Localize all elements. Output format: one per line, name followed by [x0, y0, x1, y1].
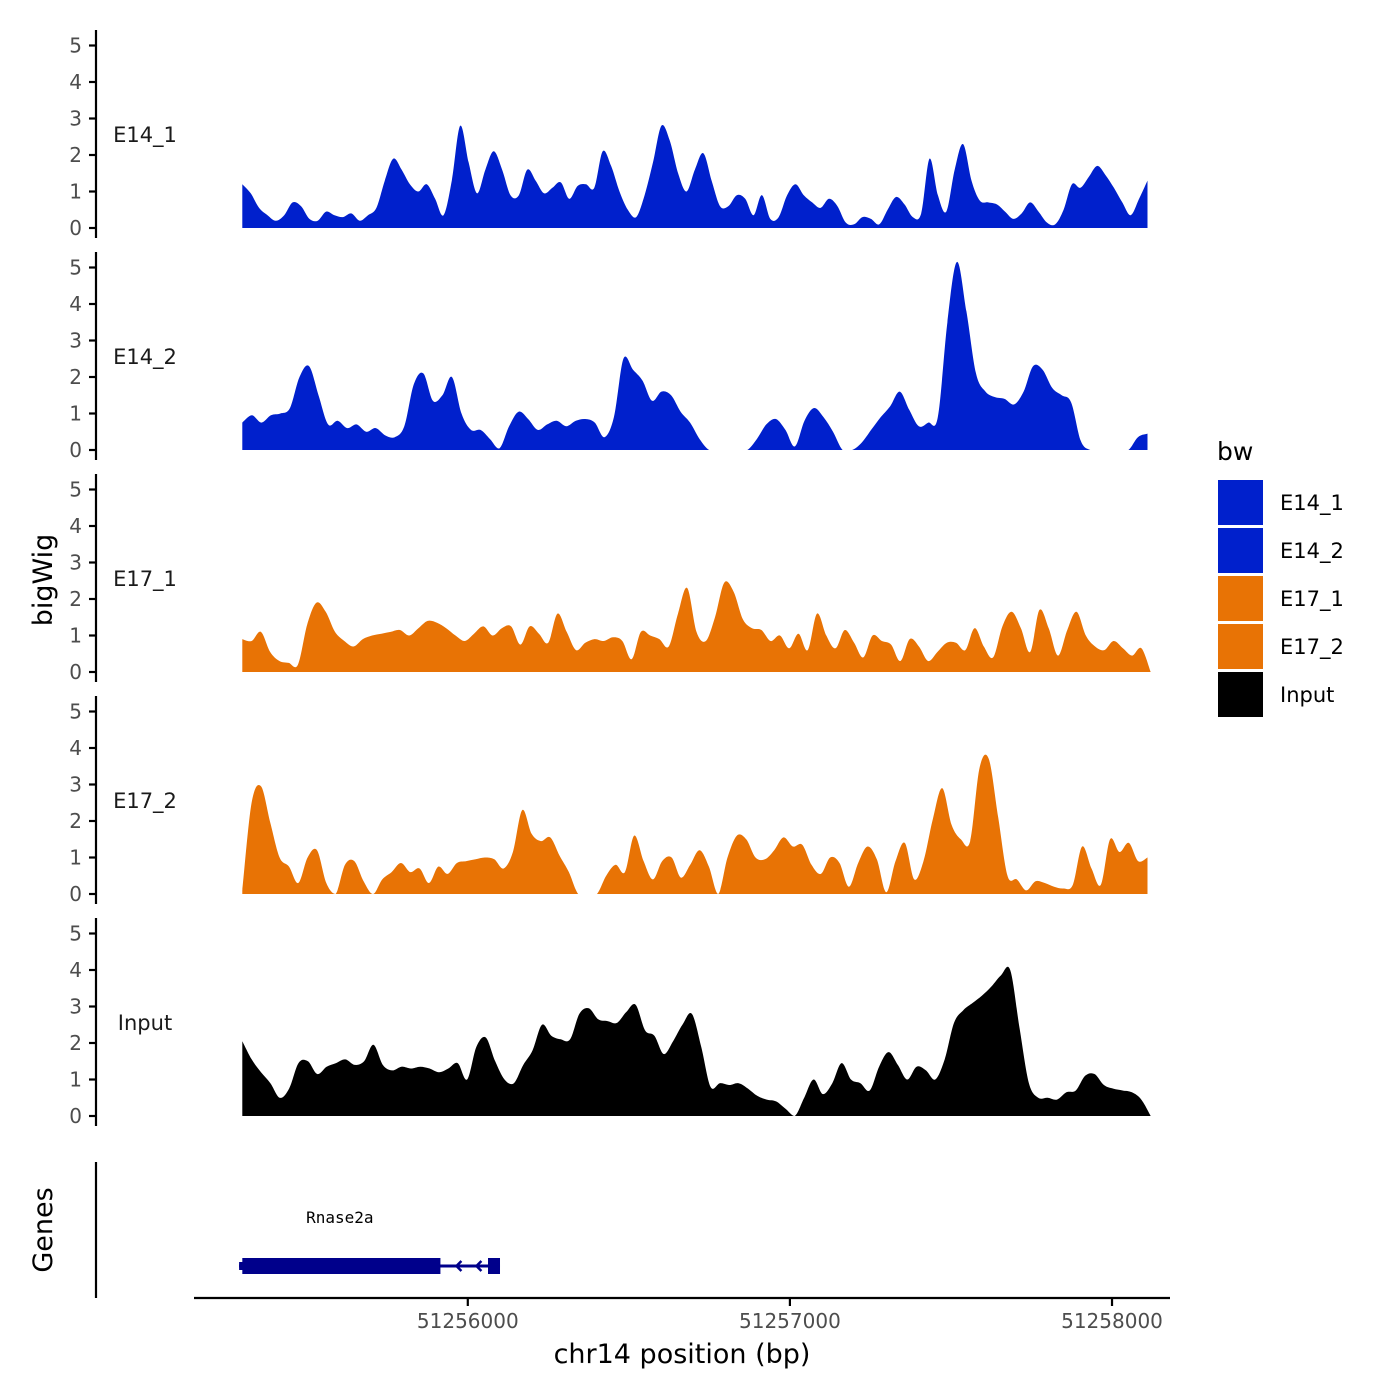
track-e17-1: 0 1 2 3 4 5 E17_1 — [69, 474, 1151, 684]
y-tick-label: 0 — [69, 660, 82, 684]
y-tick-label: 1 — [69, 402, 82, 426]
track-input: 0 1 2 3 4 5 Input — [69, 918, 1151, 1128]
legend-title: bw — [1217, 437, 1253, 466]
y-tick-label: 2 — [69, 365, 82, 389]
y-tick-label: 5 — [69, 700, 82, 724]
gene-exon-block — [488, 1258, 501, 1274]
gene-panel: Genes Rnase2a — [28, 1162, 501, 1298]
legend-swatch — [1218, 672, 1263, 717]
strand-arrow-icon — [474, 1260, 483, 1272]
y-tick-label: 4 — [69, 292, 82, 316]
legend-swatch — [1218, 480, 1263, 525]
y-tick-label: 5 — [69, 34, 82, 58]
y-tick-label: 3 — [69, 329, 82, 353]
y-tick-label: 4 — [69, 514, 82, 538]
y-tick-label: 4 — [69, 736, 82, 760]
coverage-area-e14-1 — [242, 125, 1148, 228]
legend-item-e17-2: E17_2 — [1218, 624, 1344, 669]
y-tick-label: 1 — [69, 1068, 82, 1092]
y-tick-label: 2 — [69, 809, 82, 833]
x-axis-title: chr14 position (bp) — [554, 1339, 811, 1370]
y-tick-label: 5 — [69, 922, 82, 946]
legend-swatch — [1218, 624, 1263, 669]
y-tick-label: 3 — [69, 107, 82, 131]
legend-item-input: Input — [1218, 672, 1334, 717]
track-label: E14_2 — [113, 345, 177, 370]
legend-items: E14_1 E14_2 E17_1 E17_2 Input — [1218, 480, 1344, 717]
coverage-area-e14-2 — [242, 261, 1148, 450]
track-e14-1: 0 1 2 3 4 5 E14_1 — [69, 30, 1148, 240]
y-tick-label: 3 — [69, 995, 82, 1019]
legend: bw E14_1 E14_2 E17_1 E17_2 Input — [1217, 437, 1344, 717]
x-tick-label: 51256000 — [417, 1309, 519, 1333]
track-e14-2: 0 1 2 3 4 5 E14_2 — [69, 252, 1148, 462]
legend-item-e17-1: E17_1 — [1218, 576, 1344, 621]
y-tick-label: 2 — [69, 587, 82, 611]
legend-swatch — [1218, 576, 1263, 621]
legend-label: E17_1 — [1280, 587, 1344, 612]
legend-swatch — [1218, 528, 1263, 573]
legend-item-e14-2: E14_2 — [1218, 528, 1344, 573]
legend-label: E17_2 — [1280, 635, 1344, 660]
gene-model-rnase2a — [239, 1258, 501, 1274]
legend-item-e14-1: E14_1 — [1218, 480, 1344, 525]
y-tick-label: 0 — [69, 1104, 82, 1128]
gene-name-label: Rnase2a — [306, 1208, 373, 1227]
y-tick-label: 0 — [69, 438, 82, 462]
y-tick-label: 3 — [69, 773, 82, 797]
coverage-area-e17-1 — [242, 581, 1151, 672]
y-axis-title: bigWig — [28, 534, 59, 627]
y-tick-label: 4 — [69, 70, 82, 94]
coverage-area-e17-2 — [242, 754, 1148, 894]
track-label: E14_1 — [113, 123, 177, 148]
track-label: E17_1 — [113, 567, 177, 592]
y-tick-label: 0 — [69, 216, 82, 240]
strand-arrow-icon — [454, 1260, 463, 1272]
x-axis: 51256000 51257000 51258000 chr14 position … — [194, 1296, 1170, 1370]
track-e17-2: 0 1 2 3 4 5 E17_2 — [69, 696, 1148, 906]
gene-utr-block — [239, 1262, 244, 1270]
y-tick-label: 3 — [69, 551, 82, 575]
legend-label: E14_2 — [1280, 539, 1344, 564]
track-label: Input — [118, 1011, 172, 1035]
y-tick-label: 0 — [69, 882, 82, 906]
y-tick-label: 2 — [69, 1031, 82, 1055]
y-tick-label: 2 — [69, 143, 82, 167]
genes-title: Genes — [28, 1187, 59, 1272]
coverage-area-input — [242, 966, 1151, 1116]
y-tick-label: 1 — [69, 846, 82, 870]
legend-label: Input — [1280, 683, 1334, 707]
gene-exon-block — [242, 1258, 441, 1274]
y-tick-label: 5 — [69, 478, 82, 502]
y-tick-label: 1 — [69, 624, 82, 648]
legend-label: E14_1 — [1280, 491, 1344, 516]
x-tick-label: 51257000 — [739, 1309, 841, 1333]
y-tick-label: 4 — [69, 958, 82, 982]
x-axis-ticks: 51256000 51257000 51258000 — [417, 1298, 1163, 1333]
track-label: E17_2 — [113, 789, 177, 814]
y-tick-label: 5 — [69, 256, 82, 280]
track-panels: 0 1 2 3 4 5 E14_1 0 1 2 3 4 5 E14_2 0 1 2 3 4 5 E17_1 0 1 2 3 4 5 E… — [69, 30, 1151, 1128]
x-tick-label: 51258000 — [1061, 1309, 1163, 1333]
y-tick-label: 1 — [69, 180, 82, 204]
